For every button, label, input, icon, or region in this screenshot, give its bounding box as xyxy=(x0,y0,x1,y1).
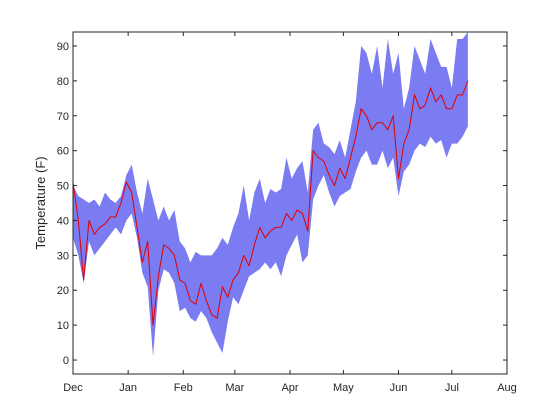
x-tick-label: Jan xyxy=(119,382,137,394)
y-tick-label: 20 xyxy=(57,285,69,297)
x-tick-label: May xyxy=(333,382,354,394)
x-tick-label: Aug xyxy=(497,382,517,394)
y-tick-label: 80 xyxy=(57,76,69,88)
y-tick-label: 10 xyxy=(57,320,69,332)
y-tick-label: 0 xyxy=(63,355,69,367)
x-tick-label: Dec xyxy=(63,382,83,394)
y-tick-label: 50 xyxy=(57,181,69,193)
x-tick-label: Apr xyxy=(281,382,298,394)
x-tick-label: Feb xyxy=(174,382,193,394)
band-layer xyxy=(73,32,468,357)
temperature-line xyxy=(72,80,469,326)
y-tick-label: 60 xyxy=(57,146,69,158)
x-tick-label: Jun xyxy=(390,382,408,394)
y-tick-label: 40 xyxy=(57,215,69,227)
temperature-range-band xyxy=(73,32,468,357)
x-tick-label: Mar xyxy=(225,382,244,394)
line-layer xyxy=(72,80,469,326)
y-tick-label: 70 xyxy=(57,111,69,123)
x-axis: Dec Jan Feb Mar Apr May Jun Jul Aug xyxy=(63,32,517,394)
y-tick-label: 30 xyxy=(57,250,69,262)
y-axis: 0 10 20 30 40 50 60 70 80 90 xyxy=(57,41,507,367)
y-axis-label: Temperature (F) xyxy=(33,156,48,249)
y-tick-label: 90 xyxy=(57,41,69,53)
x-tick-label: Jul xyxy=(445,382,459,394)
